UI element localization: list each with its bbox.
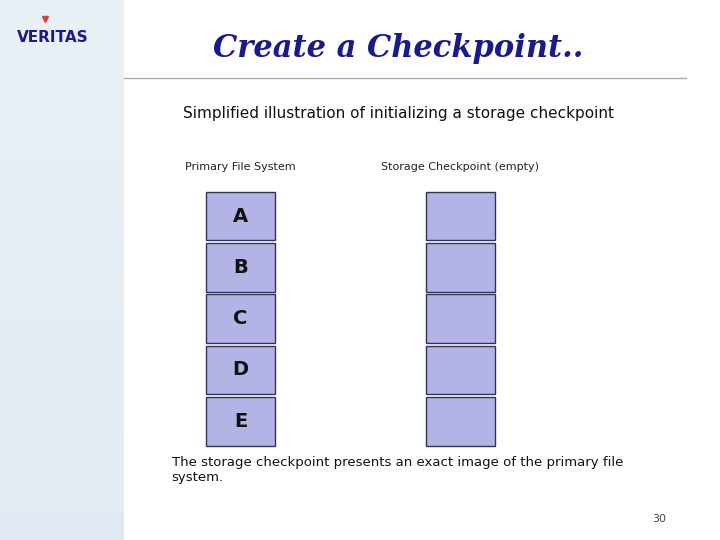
Text: VERITAS: VERITAS — [17, 30, 89, 45]
FancyBboxPatch shape — [0, 405, 124, 432]
FancyBboxPatch shape — [206, 192, 275, 240]
Text: Simplified illustration of initializing a storage checkpoint: Simplified illustration of initializing … — [183, 106, 614, 121]
Text: 30: 30 — [652, 514, 667, 524]
Text: Storage Checkpoint (empty): Storage Checkpoint (empty) — [382, 163, 539, 172]
Text: Create a Checkpoint..: Create a Checkpoint.. — [213, 33, 584, 64]
FancyBboxPatch shape — [0, 54, 124, 81]
FancyBboxPatch shape — [0, 189, 124, 216]
FancyBboxPatch shape — [426, 346, 495, 394]
FancyBboxPatch shape — [0, 324, 124, 351]
FancyBboxPatch shape — [0, 297, 124, 324]
FancyBboxPatch shape — [0, 27, 124, 54]
FancyBboxPatch shape — [0, 486, 124, 513]
FancyBboxPatch shape — [0, 351, 124, 378]
FancyBboxPatch shape — [0, 270, 124, 297]
FancyBboxPatch shape — [426, 243, 495, 292]
FancyBboxPatch shape — [206, 294, 275, 343]
FancyBboxPatch shape — [0, 243, 124, 270]
FancyBboxPatch shape — [0, 0, 124, 27]
FancyBboxPatch shape — [0, 459, 124, 486]
FancyBboxPatch shape — [0, 432, 124, 459]
FancyBboxPatch shape — [0, 162, 124, 189]
FancyBboxPatch shape — [426, 192, 495, 240]
FancyBboxPatch shape — [206, 397, 275, 445]
Text: B: B — [233, 258, 248, 277]
FancyBboxPatch shape — [0, 108, 124, 135]
Text: The storage checkpoint presents an exact image of the primary file
system.: The storage checkpoint presents an exact… — [172, 456, 623, 484]
FancyBboxPatch shape — [0, 513, 124, 540]
FancyBboxPatch shape — [0, 0, 124, 540]
FancyBboxPatch shape — [0, 81, 124, 108]
Text: D: D — [233, 360, 248, 380]
FancyBboxPatch shape — [0, 135, 124, 162]
FancyBboxPatch shape — [426, 397, 495, 445]
FancyBboxPatch shape — [0, 378, 124, 405]
FancyBboxPatch shape — [206, 243, 275, 292]
Text: A: A — [233, 206, 248, 226]
FancyBboxPatch shape — [0, 216, 124, 243]
Text: C: C — [233, 309, 248, 328]
Text: Primary File System: Primary File System — [185, 163, 296, 172]
FancyBboxPatch shape — [206, 346, 275, 394]
Text: E: E — [234, 411, 247, 431]
FancyBboxPatch shape — [426, 294, 495, 343]
